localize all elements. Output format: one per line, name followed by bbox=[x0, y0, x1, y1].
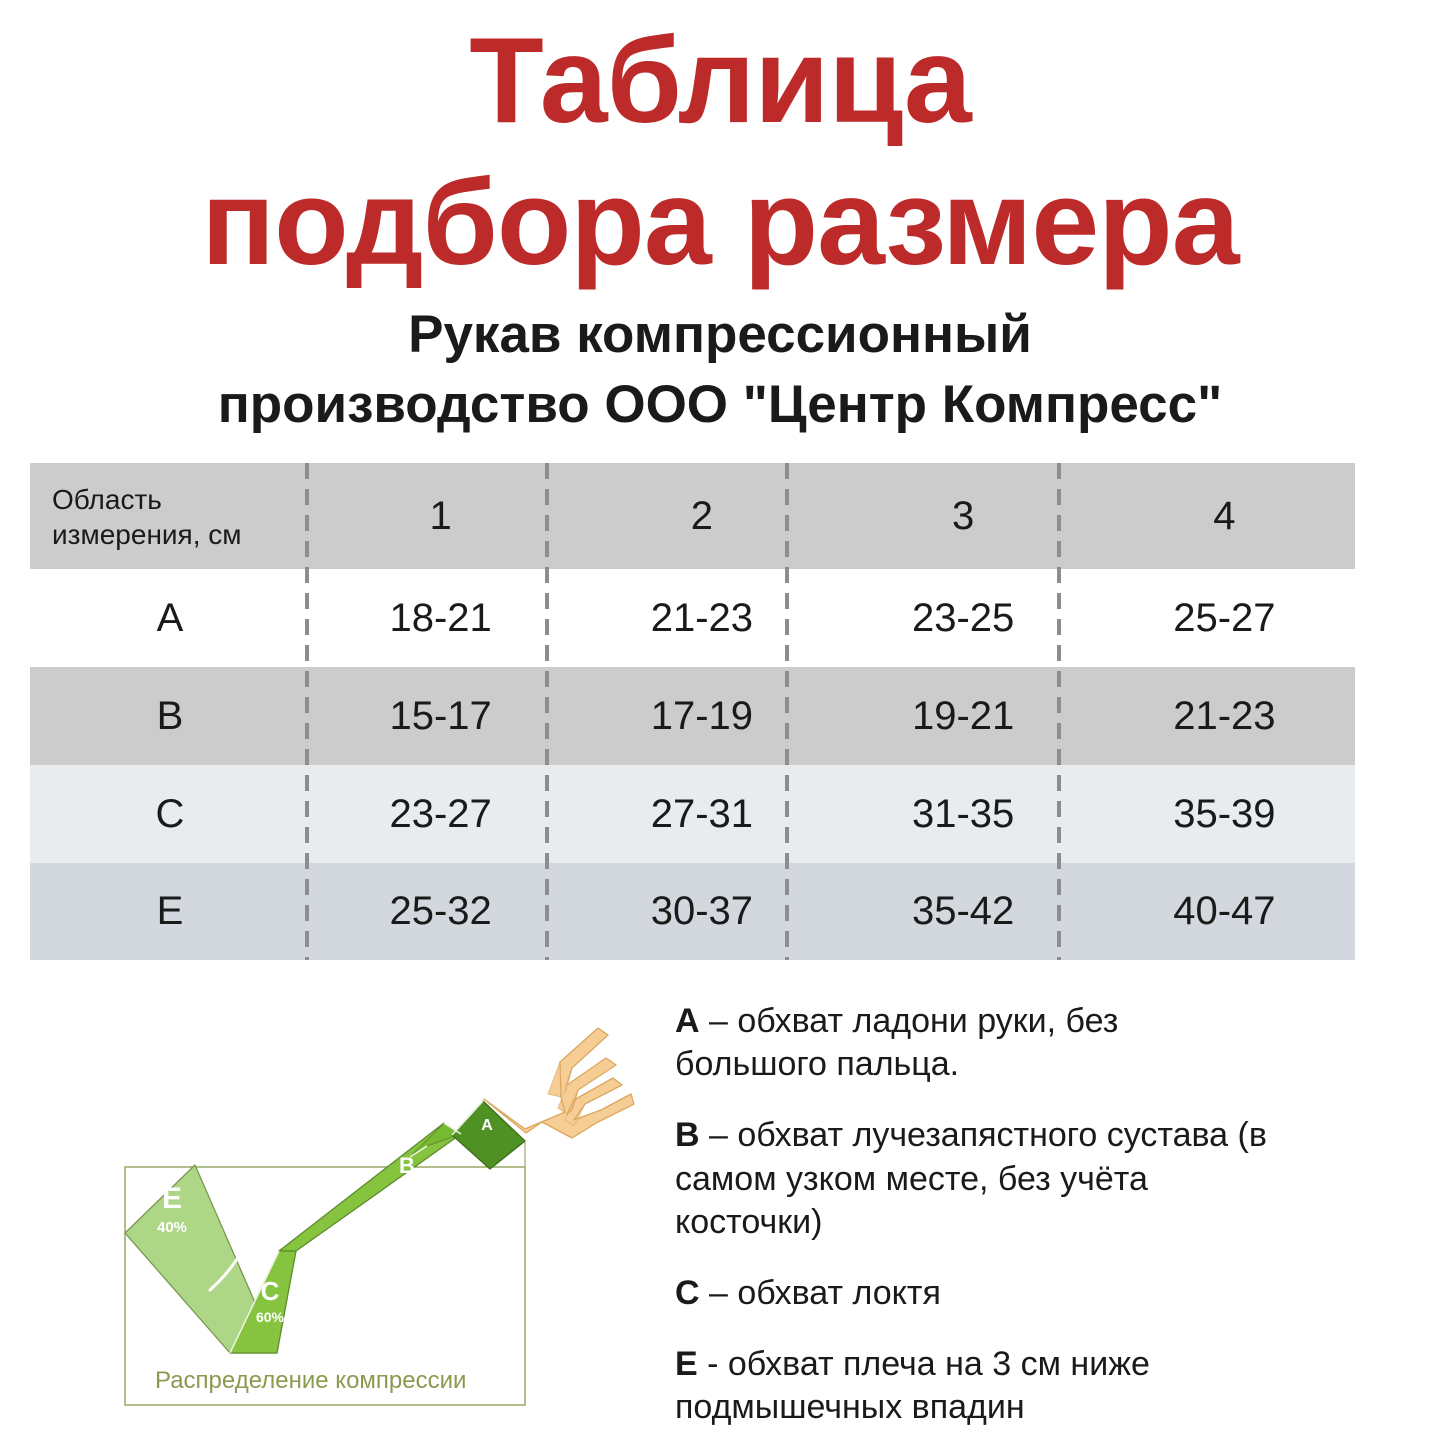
svg-text:40%: 40% bbox=[157, 1219, 187, 1236]
svg-text:A: A bbox=[481, 1117, 493, 1134]
svg-text:100%: 100% bbox=[395, 1180, 426, 1194]
svg-text:C: C bbox=[261, 1276, 280, 1306]
svg-text:E: E bbox=[162, 1182, 182, 1215]
svg-text:60%: 60% bbox=[256, 1309, 285, 1325]
svg-text:B: B bbox=[399, 1153, 415, 1178]
svg-text:Распределение компрессии: Распределение компрессии bbox=[155, 1367, 466, 1394]
